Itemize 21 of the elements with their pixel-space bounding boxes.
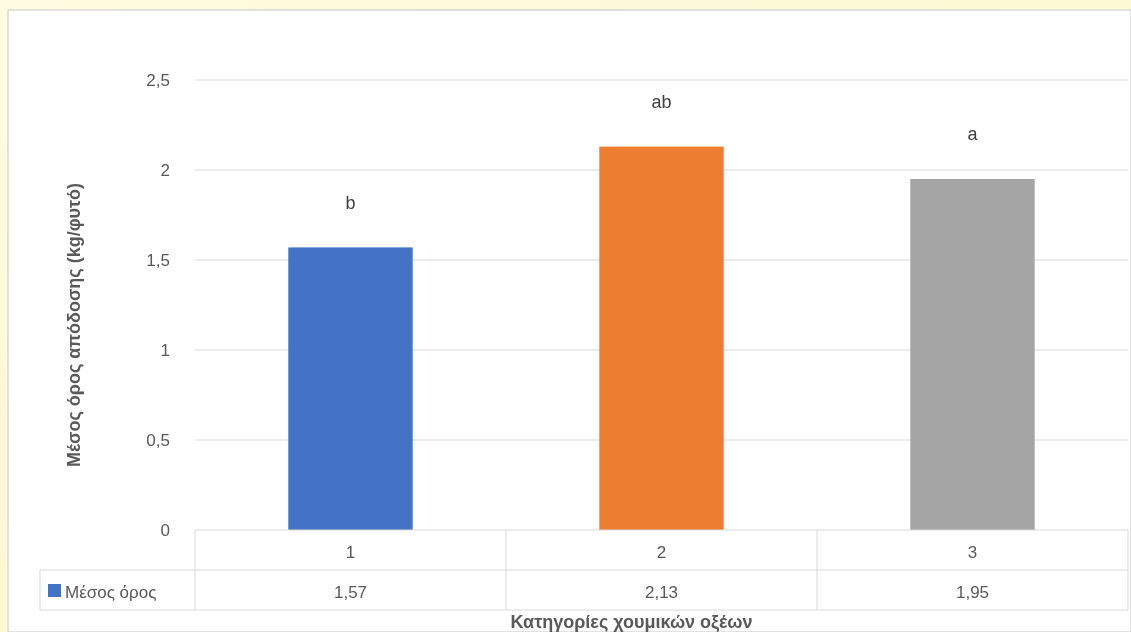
y-tick-label: 2,5 [146, 70, 170, 90]
data-label: 1,95 [955, 582, 990, 602]
legend-label: Μέσος όρος [65, 582, 157, 602]
y-tick-label: 1 [160, 340, 170, 360]
annotation: b [345, 192, 356, 213]
y-tick-label: 0,5 [146, 430, 170, 450]
annotation: a [967, 124, 979, 145]
x-tick-label: 2 [656, 542, 667, 562]
y-tick-label: 0 [160, 520, 170, 540]
data-label: 2,13 [644, 582, 679, 602]
bar [599, 146, 724, 530]
data-label: 1,57 [333, 582, 368, 602]
annotation: ab [651, 91, 672, 112]
y-tick-label: 2 [160, 160, 170, 180]
y-axis-title: Μέσος όρος απόδοσης (kg/φυτό) [64, 182, 84, 468]
bar [910, 179, 1035, 530]
x-axis-title: Κατηγορίες χουμικών οξέων [510, 612, 753, 632]
bar [288, 247, 413, 530]
x-tick-label: 1 [345, 542, 356, 562]
x-tick-label: 3 [967, 542, 978, 562]
y-tick-label: 1,5 [146, 250, 170, 270]
